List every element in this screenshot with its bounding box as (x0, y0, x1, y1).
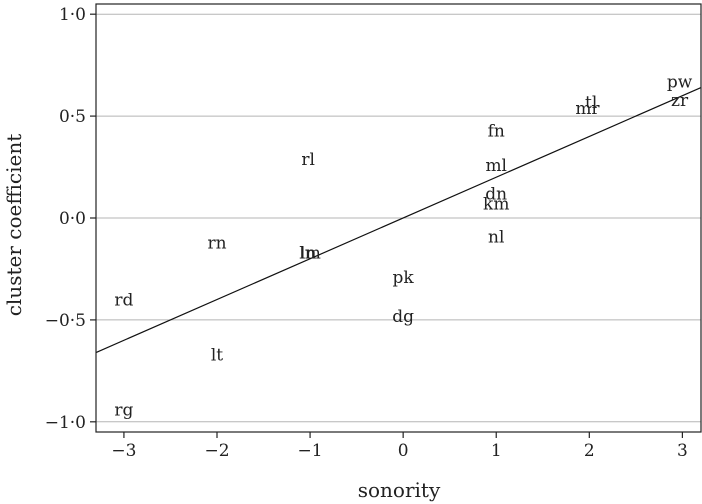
x-axis-label: sonority (358, 478, 441, 502)
y-tick-label: −1·0 (45, 413, 86, 433)
point-label-mr: mr (575, 99, 600, 119)
point-label-pk: pk (393, 268, 415, 288)
point-label-rd: rd (114, 291, 133, 311)
x-tick-label: 2 (584, 441, 595, 461)
y-tick-label: 0·0 (59, 209, 86, 229)
point-label-dn: dn (485, 185, 507, 205)
x-axis-ticks: −3 −2 −1 0 1 2 3 (111, 432, 688, 461)
point-label-km: km (483, 195, 509, 215)
point-label-rg: rg (114, 401, 133, 421)
regression-line (95, 87, 702, 354)
point-label-pw: pw (667, 72, 693, 92)
point-label-tl: tl (585, 93, 597, 113)
point-label-rn: rn (207, 233, 226, 253)
x-tick-label: −3 (111, 441, 136, 461)
x-tick-label: 3 (677, 441, 688, 461)
x-tick-label: 1 (491, 441, 502, 461)
point-label-dg: dg (392, 307, 414, 327)
point-label-lm: lm (299, 244, 321, 264)
point-label-rl: rl (301, 150, 315, 170)
y-axis-label: cluster coefficient (2, 134, 26, 317)
y-tick-label: 0·5 (59, 107, 86, 127)
point-label-ln: ln (300, 244, 316, 264)
x-tick-label: −1 (298, 441, 323, 461)
point-label-ml: ml (485, 156, 507, 176)
y-tick-label: 1·0 (59, 5, 86, 25)
x-tick-label: −2 (204, 441, 229, 461)
y-axis-ticks: −1·0 −0·5 0·0 0·5 1·0 (45, 5, 96, 433)
regression-line-group (95, 87, 702, 354)
x-tick-label: 0 (398, 441, 409, 461)
point-label-zr: zr (671, 91, 689, 111)
grid-lines (96, 13, 701, 423)
point-label-nl: nl (488, 227, 504, 247)
point-label-fn: fn (488, 121, 505, 141)
y-tick-label: −0·5 (45, 311, 86, 331)
point-label-lt: lt (211, 346, 223, 366)
